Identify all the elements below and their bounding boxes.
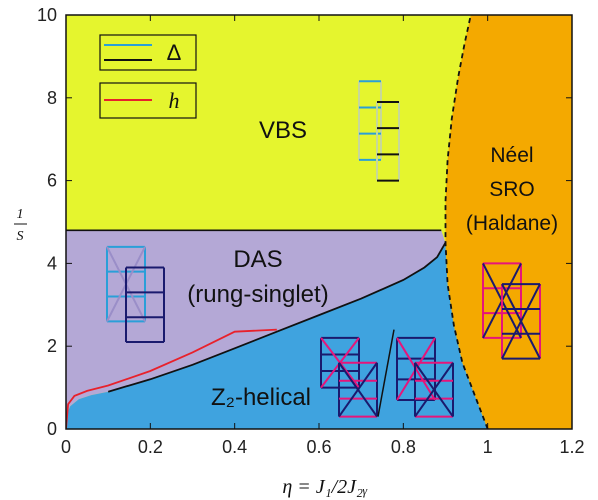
region-das <box>66 230 446 429</box>
lattice-helical-b-diagonal <box>338 362 378 418</box>
x-axis-label: η = J₁/2J₂ᵧ <box>282 476 368 498</box>
x-tick-label: 0.4 <box>222 437 247 457</box>
y-tick-label: 4 <box>47 253 57 273</box>
y-tick-label: 0 <box>47 419 57 439</box>
helical-divider <box>377 329 395 417</box>
lattice-neel-b <box>501 283 541 360</box>
y-tick-label: 6 <box>47 171 57 191</box>
series-line-h <box>66 328 277 429</box>
legend-box-delta <box>99 34 197 71</box>
boundary-neel-dashed <box>444 15 489 429</box>
region-label-das: (rung-singlet) <box>187 281 328 308</box>
y-tick-label: 8 <box>47 88 57 108</box>
boundary-das-helical <box>107 242 447 393</box>
y-axis-label-denominator: S <box>17 229 24 244</box>
region-label-neel-sro: SRO <box>489 178 535 201</box>
region-label-vbs: VBS <box>259 117 307 144</box>
region-label-z2-helical: Z₂-helical <box>211 384 311 411</box>
y-tick-label: 2 <box>47 336 57 356</box>
y-tick-label: 10 <box>37 5 57 25</box>
x-tick-label: 0 <box>61 437 71 457</box>
lattice-helical-d-diagonal <box>414 362 454 418</box>
lattice-neel-b-diagonal <box>501 283 541 360</box>
legend-label-h: h <box>169 88 180 113</box>
lattice-helical-d <box>414 361 454 418</box>
lattice-das-navy <box>125 266 165 344</box>
legend-label-delta: Δ <box>167 40 182 65</box>
y-axis-label-numerator: 1 <box>17 207 24 222</box>
x-tick-label: 1.2 <box>559 437 584 457</box>
x-tick-label: 1 <box>483 437 493 457</box>
x-tick-label: 0.8 <box>391 437 416 457</box>
x-tick-label: 0.6 <box>306 437 331 457</box>
legend-box-h <box>99 82 197 119</box>
region-label-das: DAS <box>233 246 282 273</box>
region-label-neel-sro: Néel <box>490 144 533 167</box>
x-tick-label: 0.2 <box>138 437 163 457</box>
lattice-helical-b <box>338 361 378 418</box>
region-z2-helical <box>66 242 488 429</box>
lattice-vbs-black <box>376 100 400 182</box>
region-label-neel-sro: (Haldane) <box>466 212 558 235</box>
